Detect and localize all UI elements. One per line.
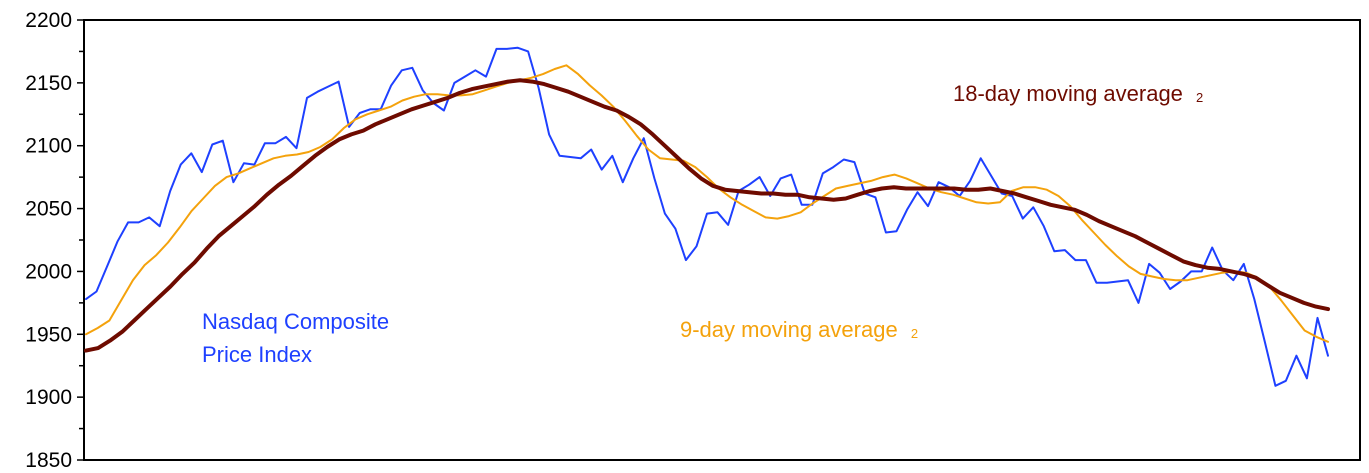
series-labels: Nasdaq Composite Price Index 9-day movin…: [202, 81, 1203, 367]
y-tick-label: 2100: [25, 135, 72, 158]
eighteen-day-ma-label: 18-day moving average 2: [953, 81, 1203, 106]
nasdaq-composite-price-index-line: [85, 46, 1329, 387]
eighteen-day-ma-label-text: 18-day moving average: [953, 81, 1183, 106]
eighteen-day-ma-footnote: 2: [1196, 90, 1203, 105]
price-index-label-line-2: Price Index: [202, 342, 312, 367]
y-tick-label: 2000: [25, 260, 72, 283]
nine-day-ma-footnote: 2: [911, 326, 918, 341]
series-layer: [84, 46, 1330, 387]
18-day-moving-average-line: [84, 78, 1330, 353]
y-tick-label: 2050: [25, 198, 72, 221]
nine-day-ma-label-text: 9-day moving average: [680, 317, 898, 342]
y-tick-label: 1850: [25, 449, 72, 468]
y-tick-label: 2150: [25, 72, 72, 95]
axis-layer: 1850 1900 1950 2000 2050 2100 2150 2200: [25, 9, 1361, 472]
y-tick-label: 1900: [25, 386, 72, 409]
price-index-label-line-1: Nasdaq Composite: [202, 309, 389, 334]
9-day-moving-average-line: [85, 64, 1329, 343]
nine-day-ma-label: 9-day moving average 2: [680, 317, 918, 342]
y-tick-label: 1950: [25, 323, 72, 346]
y-tick-label: 2200: [25, 9, 72, 32]
